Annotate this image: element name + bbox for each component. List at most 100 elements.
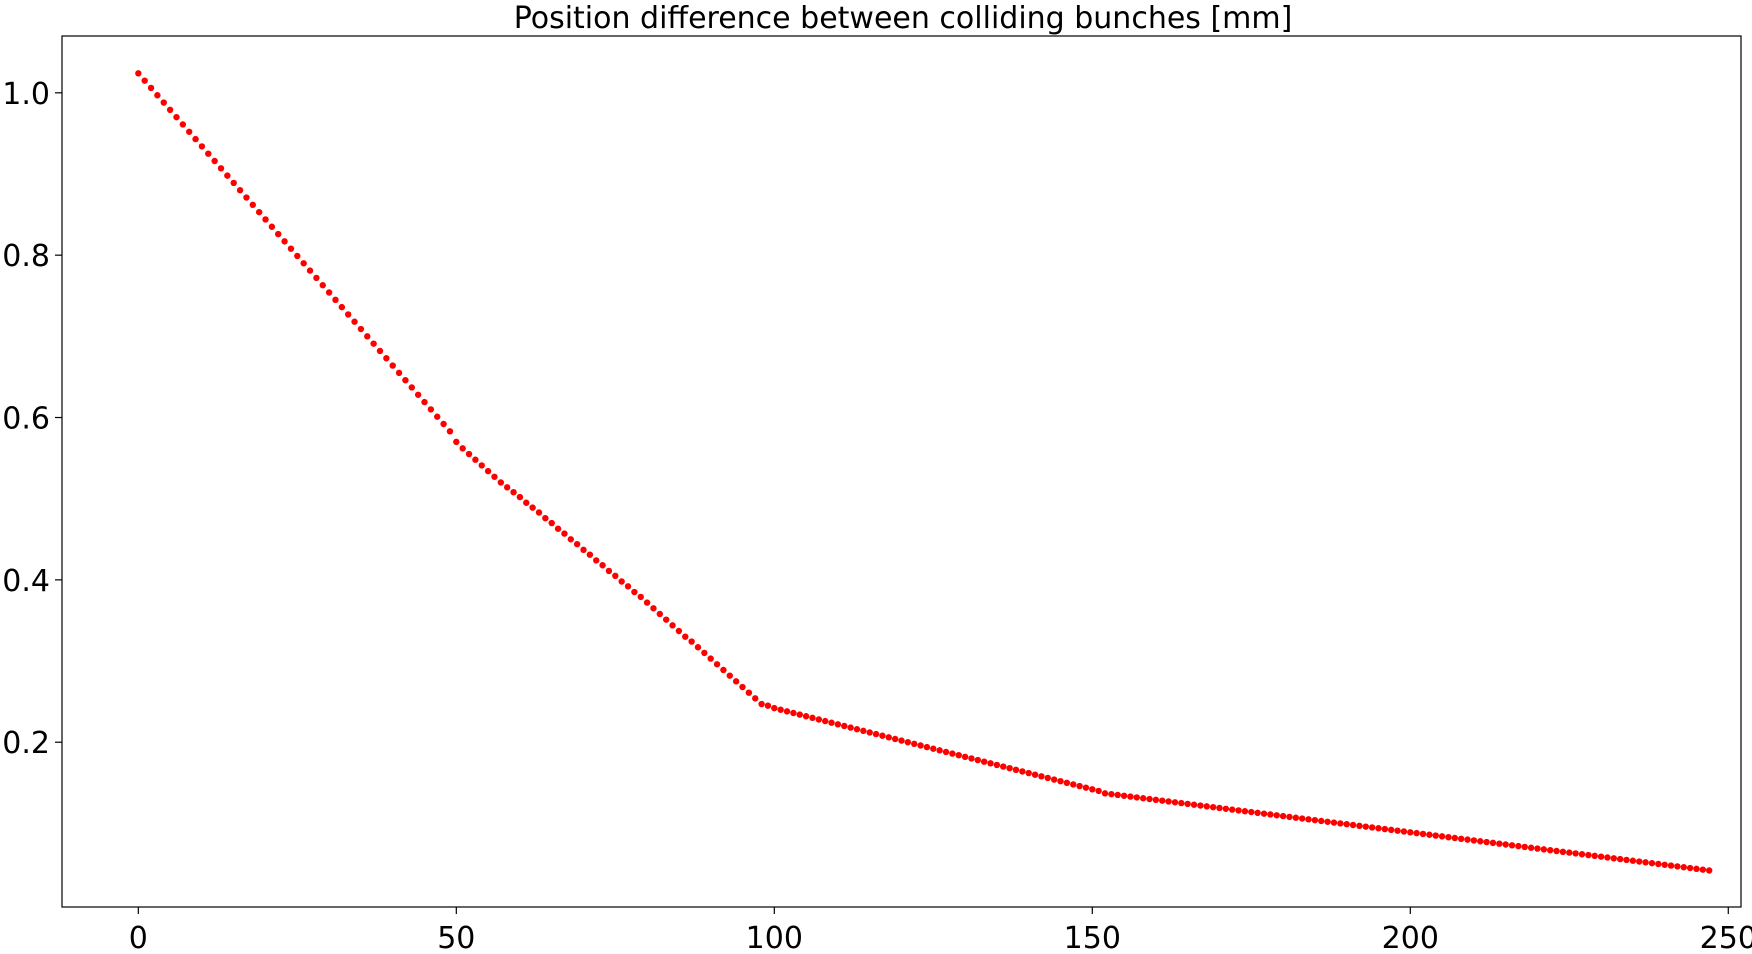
data-point — [586, 551, 594, 558]
data-point — [841, 722, 848, 730]
x-tick-label: 50 — [437, 921, 475, 949]
data-point — [1604, 854, 1611, 861]
data-point — [1203, 803, 1210, 810]
data-point — [243, 194, 250, 201]
data-point — [872, 730, 880, 738]
data-point — [281, 238, 288, 245]
data-point — [300, 260, 307, 267]
data-point — [459, 445, 466, 452]
data-point — [472, 456, 479, 463]
data-point — [1101, 790, 1109, 797]
data-point — [1305, 816, 1312, 823]
data-point — [1438, 833, 1446, 840]
data-point — [1006, 764, 1013, 772]
data-point — [1082, 784, 1090, 791]
data-point — [987, 760, 994, 767]
data-point — [1515, 842, 1522, 850]
data-point — [497, 479, 505, 486]
data-point — [1578, 851, 1586, 858]
data-point — [758, 700, 765, 708]
data-point — [357, 325, 365, 333]
data-point — [554, 525, 562, 532]
data-point — [1031, 771, 1039, 778]
data-point — [1483, 838, 1490, 846]
data-point — [593, 557, 600, 564]
y-axis: 0.2 0.4 0.6 0.8 1.0 — [2, 77, 62, 761]
data-point — [1553, 847, 1560, 855]
data-point — [1127, 793, 1134, 800]
data-point — [306, 267, 314, 274]
data-point — [930, 745, 937, 752]
y-tick-label: 0.8 — [2, 239, 50, 274]
data-point — [376, 347, 384, 355]
data-point — [682, 633, 689, 640]
data-point — [1108, 790, 1115, 798]
data-point — [344, 311, 352, 318]
data-point — [1311, 816, 1319, 824]
data-point — [1324, 818, 1331, 825]
data-point — [1025, 769, 1032, 777]
data-point — [1133, 794, 1141, 801]
data-point — [1190, 801, 1198, 808]
data-point — [777, 706, 784, 713]
data-point — [1674, 863, 1681, 870]
data-point — [1337, 820, 1344, 827]
data-point — [230, 179, 237, 187]
x-tick-label: 100 — [746, 921, 803, 949]
data-point — [732, 678, 740, 685]
data-point — [1273, 812, 1280, 819]
data-point — [516, 493, 524, 501]
data-point — [1572, 850, 1579, 857]
x-axis: 0 50 100 150 200 250 — [129, 907, 1752, 954]
data-point — [669, 622, 676, 629]
data-point — [332, 296, 339, 304]
data-point — [853, 726, 861, 733]
data-point — [1451, 834, 1459, 842]
data-point — [478, 462, 485, 469]
data-point — [1178, 799, 1185, 807]
data-point — [637, 593, 644, 601]
data-point — [809, 714, 816, 722]
data-point — [618, 578, 625, 585]
data-point — [529, 504, 536, 511]
data-point — [268, 223, 276, 230]
data-point — [1063, 779, 1071, 786]
data-point — [688, 638, 695, 645]
data-point — [1260, 810, 1268, 817]
data-point — [1642, 859, 1649, 866]
data-point — [567, 536, 574, 543]
data-point — [1686, 864, 1694, 872]
data-point — [1432, 832, 1439, 839]
data-point — [523, 499, 530, 506]
data-point — [1655, 860, 1662, 868]
data-point — [414, 391, 422, 398]
data-point — [599, 562, 606, 569]
data-point — [465, 450, 473, 458]
data-point — [1159, 797, 1166, 804]
data-point — [1585, 851, 1592, 859]
data-points — [135, 70, 1713, 874]
data-point — [1279, 812, 1287, 820]
data-point — [790, 709, 797, 717]
data-point — [1089, 786, 1096, 793]
data-point — [1235, 807, 1242, 814]
data-point — [364, 333, 371, 340]
data-point — [815, 716, 823, 723]
data-point — [771, 704, 778, 712]
data-point — [656, 610, 664, 618]
data-point — [752, 695, 759, 702]
data-point — [1330, 819, 1338, 826]
data-point — [650, 605, 657, 612]
data-point — [891, 735, 899, 743]
data-point — [949, 750, 956, 757]
data-point — [694, 644, 702, 651]
data-point — [1597, 853, 1605, 860]
data-point — [1616, 855, 1624, 863]
data-point — [573, 540, 581, 548]
data-point — [1566, 849, 1573, 856]
data-point — [1184, 800, 1191, 808]
data-point — [1095, 787, 1102, 795]
data-point — [135, 70, 142, 77]
data-point — [1349, 821, 1357, 829]
